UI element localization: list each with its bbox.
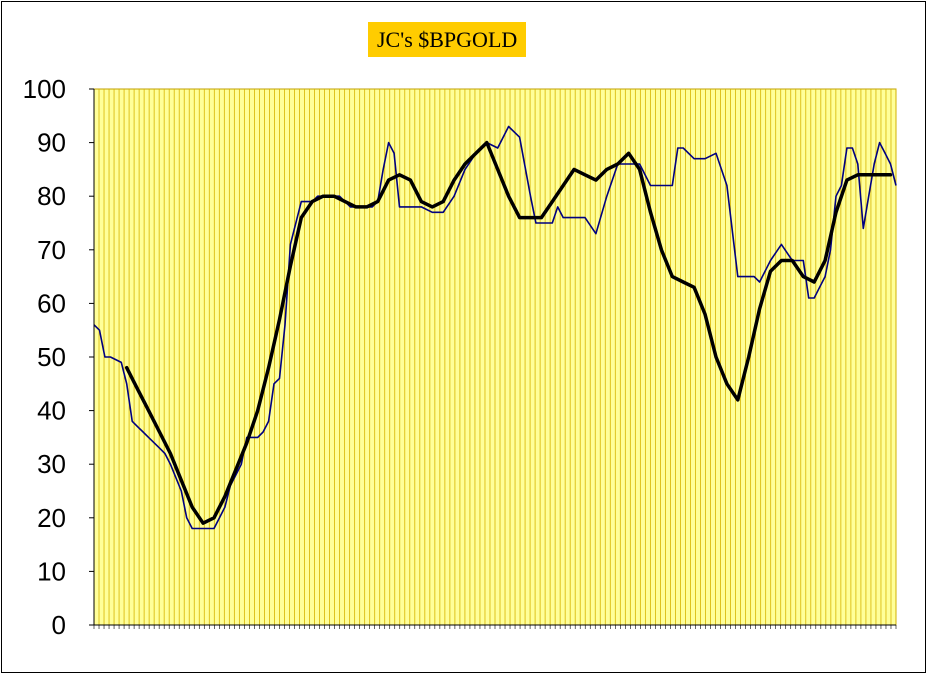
y-tick-label: 50 (37, 342, 66, 372)
chart-title: JC's $BPGOLD (368, 22, 527, 57)
x-axis-ticks (93, 625, 897, 629)
y-tick-label: 30 (37, 449, 66, 479)
y-axis-ticks: 0 10 20 30 40 50 60 70 80 90 100 (23, 74, 94, 640)
y-tick-label: 60 (37, 288, 66, 318)
moving-average-line (124, 140, 893, 525)
y-tick-label: 10 (37, 556, 66, 586)
y-tick-label: 40 (37, 396, 66, 426)
y-tick-label: 20 (37, 503, 66, 533)
vertical-gridlines (93, 89, 897, 625)
y-tick-label: 80 (37, 181, 66, 211)
y-tick-label: 100 (23, 74, 66, 104)
y-tick-label: 70 (37, 235, 66, 265)
y-tick-label: 0 (52, 610, 66, 640)
raw-series-line (93, 125, 897, 530)
y-tick-label: 90 (37, 128, 66, 158)
